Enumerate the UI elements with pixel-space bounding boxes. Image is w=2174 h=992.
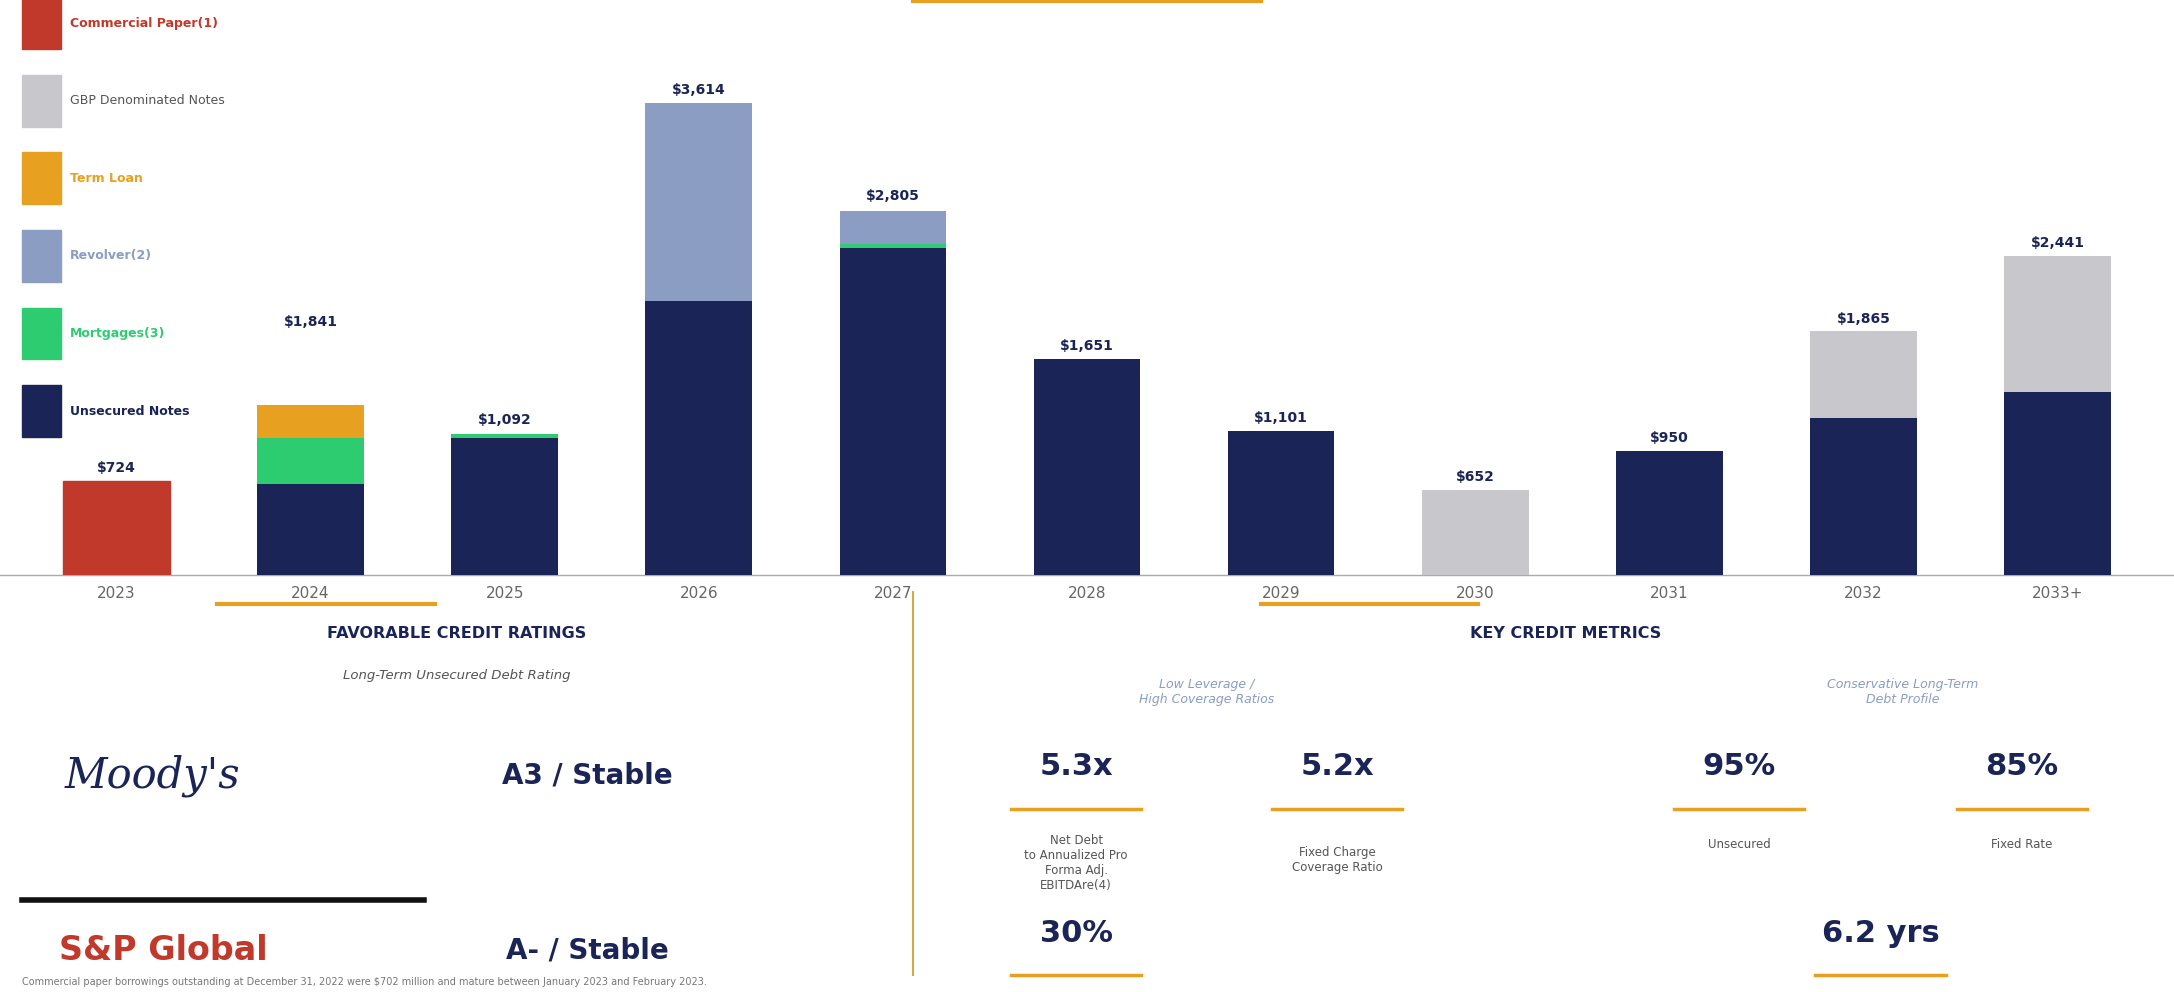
Text: $1,865: $1,865 [1837, 311, 1891, 325]
Bar [1615, 451, 1722, 575]
Text: $3,614: $3,614 [672, 83, 726, 97]
Bar [2004, 392, 2111, 575]
Text: Commercial Paper(1): Commercial Paper(1) [70, 17, 217, 30]
Bar [839, 248, 946, 575]
Text: S&P Global: S&P Global [59, 933, 267, 967]
Text: $652: $652 [1457, 470, 1496, 484]
Text: $2,441: $2,441 [2031, 236, 2085, 250]
Text: Commercial paper borrowings outstanding at December 31, 2022 were $702 million a: Commercial paper borrowings outstanding … [22, 977, 707, 987]
Text: $1,841: $1,841 [283, 314, 337, 328]
Text: $2,805: $2,805 [865, 188, 920, 202]
Bar [1033, 359, 1141, 575]
Text: Net Debt
to Annualized Pro
Forma Adj.
EBITDAre(4): Net Debt to Annualized Pro Forma Adj. EB… [1024, 833, 1128, 892]
Text: FAVORABLE CREDIT RATINGS: FAVORABLE CREDIT RATINGS [326, 626, 587, 641]
Text: $1,101: $1,101 [1254, 412, 1309, 426]
Text: $1,092: $1,092 [478, 413, 533, 427]
Text: $1,651: $1,651 [1061, 339, 1113, 353]
Text: Fixed Rate: Fixed Rate [1991, 838, 2052, 851]
Bar [2004, 256, 2111, 392]
Text: GBP Denominated Notes: GBP Denominated Notes [70, 94, 224, 107]
Bar [257, 484, 363, 575]
Text: Unsecured: Unsecured [1709, 838, 1770, 851]
Text: KEY CREDIT METRICS: KEY CREDIT METRICS [1470, 626, 1661, 641]
Bar [1811, 331, 1917, 419]
Text: 5.3x: 5.3x [1039, 752, 1113, 782]
Bar [839, 211, 946, 244]
Bar [22, 230, 61, 282]
Text: 95%: 95% [1702, 752, 1776, 782]
Text: A- / Stable: A- / Stable [507, 936, 667, 964]
Text: 5.2x: 5.2x [1300, 752, 1374, 782]
Bar [452, 437, 559, 575]
Text: Mortgages(3): Mortgages(3) [70, 327, 165, 340]
Bar [646, 103, 752, 301]
Bar [22, 74, 61, 127]
Bar [839, 244, 946, 248]
Bar [1228, 432, 1335, 575]
Text: A3 / Stable: A3 / Stable [502, 761, 672, 790]
Text: Unsecured Notes: Unsecured Notes [70, 405, 189, 418]
Text: Revolver(2): Revolver(2) [70, 249, 152, 263]
Bar [22, 153, 61, 204]
Bar [63, 480, 170, 575]
Text: Moody's: Moody's [65, 754, 239, 797]
Text: $724: $724 [98, 460, 137, 474]
Text: 30%: 30% [1039, 920, 1113, 948]
Bar [22, 308, 61, 359]
Bar [257, 437, 363, 484]
Bar [1811, 419, 1917, 575]
Text: Fixed Charge
Coverage Ratio: Fixed Charge Coverage Ratio [1291, 846, 1383, 874]
Text: Low Leverage /
High Coverage Ratios: Low Leverage / High Coverage Ratios [1139, 678, 1274, 706]
Bar [22, 0, 61, 49]
Text: Term Loan: Term Loan [70, 172, 143, 185]
Text: 85%: 85% [1985, 752, 2059, 782]
Bar [22, 385, 61, 437]
Text: Conservative Long-Term
Debt Profile: Conservative Long-Term Debt Profile [1826, 678, 1978, 706]
Text: Long-Term Unsecured Debt Rating: Long-Term Unsecured Debt Rating [343, 669, 570, 682]
Text: 6.2 yrs: 6.2 yrs [1822, 920, 1939, 948]
Bar [452, 434, 559, 437]
Bar [1422, 490, 1528, 575]
Text: $950: $950 [1650, 432, 1689, 445]
Bar [257, 406, 363, 437]
Bar [646, 301, 752, 575]
